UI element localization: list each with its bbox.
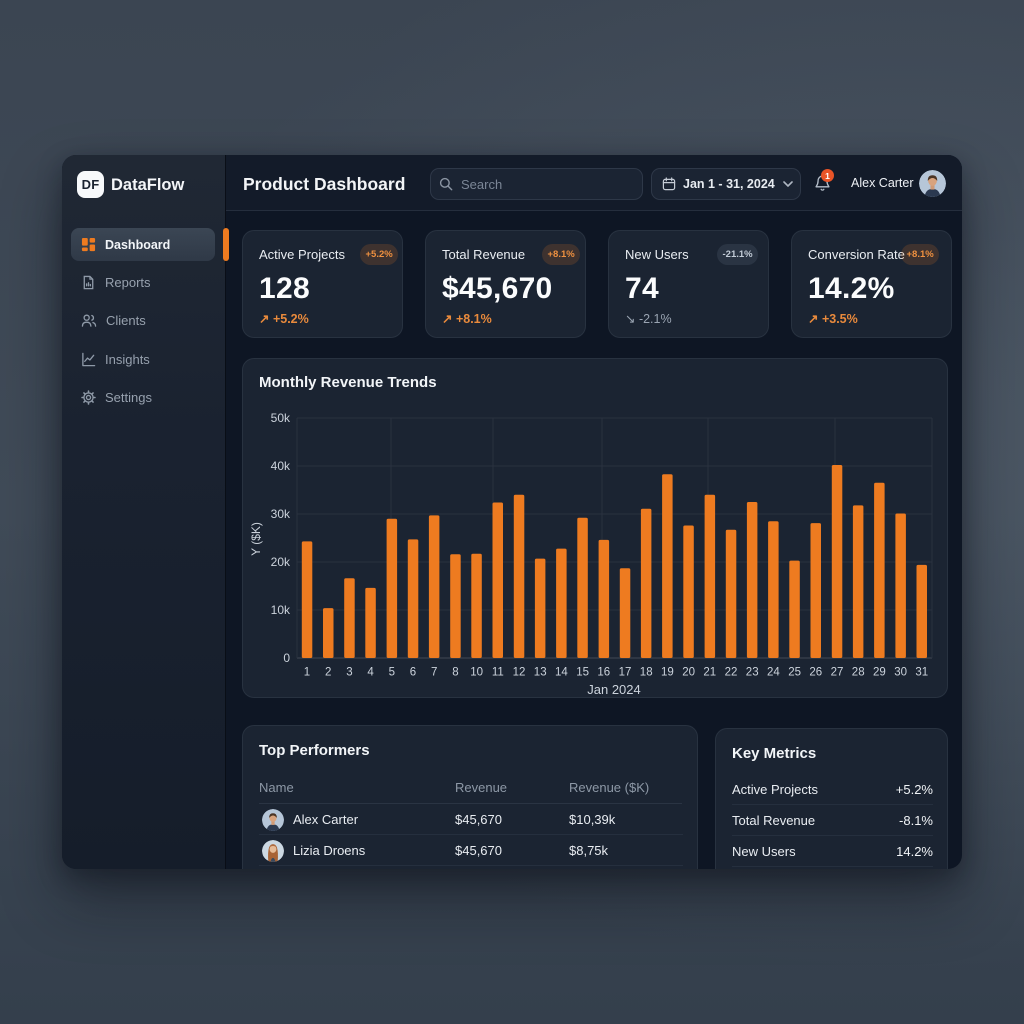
svg-text:2: 2	[325, 667, 331, 679]
svg-text:3: 3	[346, 667, 352, 679]
svg-text:18: 18	[640, 667, 653, 679]
svg-text:12: 12	[513, 667, 526, 679]
svg-text:6: 6	[410, 667, 416, 679]
svg-text:20k: 20k	[271, 555, 291, 569]
svg-text:4: 4	[367, 667, 374, 679]
svg-text:28: 28	[852, 667, 865, 679]
svg-text:16: 16	[597, 667, 610, 679]
svg-text:17: 17	[619, 667, 632, 679]
svg-text:Y ($K): Y ($K)	[249, 522, 263, 556]
svg-text:31: 31	[915, 667, 928, 679]
svg-text:29: 29	[873, 667, 886, 679]
svg-text:10k: 10k	[271, 603, 291, 617]
svg-text:19: 19	[661, 667, 674, 679]
svg-text:1: 1	[304, 667, 310, 679]
svg-text:30k: 30k	[271, 507, 291, 521]
svg-text:40k: 40k	[271, 459, 291, 473]
svg-text:20: 20	[682, 667, 695, 679]
svg-text:27: 27	[831, 667, 844, 679]
svg-text:5: 5	[389, 667, 395, 679]
svg-text:30: 30	[894, 667, 907, 679]
svg-text:Jan 2024: Jan 2024	[587, 682, 641, 697]
svg-text:21: 21	[703, 667, 716, 679]
svg-text:10: 10	[470, 667, 483, 679]
svg-text:23: 23	[746, 667, 759, 679]
svg-text:50k: 50k	[271, 411, 291, 425]
svg-text:26: 26	[809, 667, 822, 679]
svg-text:25: 25	[788, 667, 801, 679]
svg-text:22: 22	[725, 667, 738, 679]
svg-text:7: 7	[431, 667, 437, 679]
svg-text:14: 14	[555, 667, 568, 679]
svg-text:24: 24	[767, 667, 780, 679]
svg-text:0: 0	[283, 651, 290, 665]
svg-text:11: 11	[492, 667, 504, 679]
svg-text:15: 15	[576, 667, 589, 679]
svg-text:13: 13	[534, 667, 547, 679]
svg-text:8: 8	[452, 667, 458, 679]
